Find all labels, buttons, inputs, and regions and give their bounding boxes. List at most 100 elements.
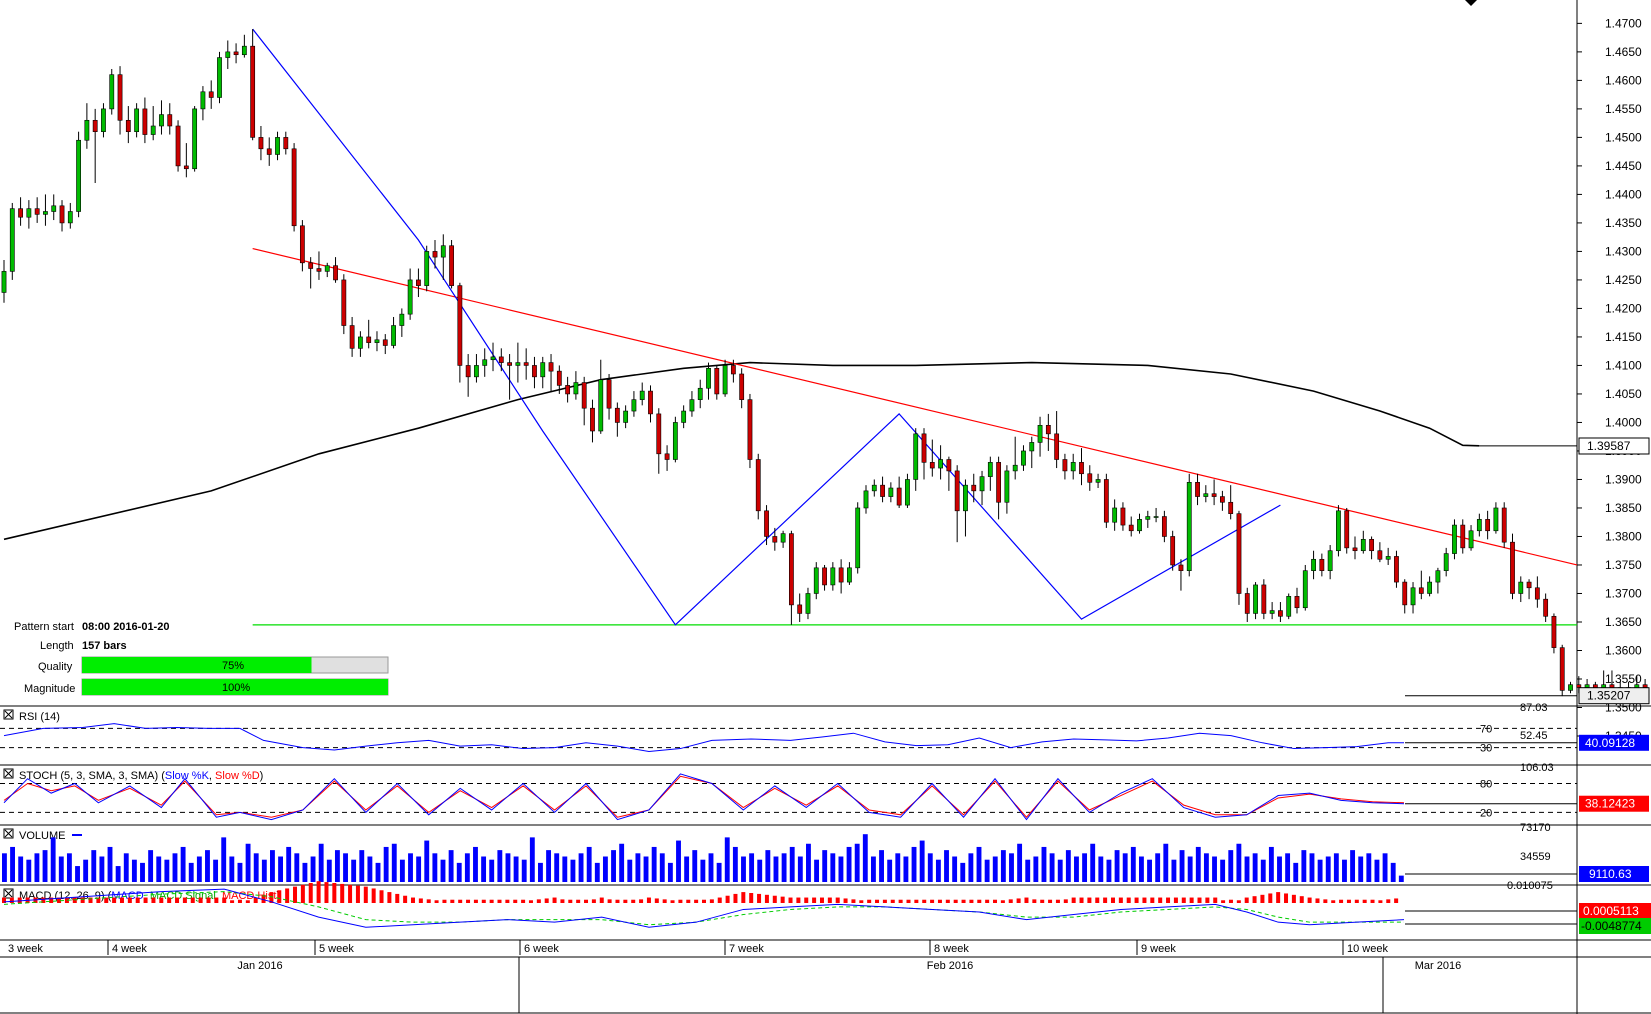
volume-bar (213, 859, 219, 882)
macd-hist-bar (159, 897, 164, 903)
candle-bull (490, 356, 496, 361)
candle-bear (117, 74, 123, 121)
candle-bull (324, 265, 330, 272)
magnitude-label: Magnitude (24, 683, 75, 695)
macd-hist-bar (709, 899, 714, 903)
candle-bull (26, 208, 32, 218)
macd-hist-bar (851, 899, 856, 903)
price-tick-label: 1.4150 (1605, 330, 1642, 344)
volume-bar (1398, 875, 1404, 882)
macd-hist-bar (906, 899, 911, 903)
candle-bull (888, 487, 894, 497)
volume-bar (1333, 853, 1339, 882)
macd-hist-bar (819, 897, 824, 903)
volume-bar (237, 862, 243, 882)
macd-hist-bar (1000, 900, 1005, 903)
volume-bar (708, 853, 714, 882)
macd-hist-bar (521, 899, 526, 903)
volume-bar (870, 856, 876, 882)
macd-hist-bar (930, 899, 935, 903)
volume-bar (1000, 850, 1006, 882)
volume-bar (1041, 846, 1047, 882)
price-tick-label: 1.4100 (1605, 358, 1642, 372)
macd-hist-bar (57, 897, 62, 903)
macd-hist-bar (599, 897, 604, 903)
macd-hist-bar (694, 899, 699, 903)
candle-bear (432, 251, 438, 258)
macd-hist-bar (285, 888, 290, 903)
macd-hist-bar (9, 897, 14, 903)
macd-hist-bar (1071, 897, 1076, 903)
volume-bar (1228, 850, 1234, 882)
volume-bar (424, 840, 430, 882)
candle-bear (308, 262, 314, 269)
macd-hist-bar (1307, 897, 1312, 903)
macd-signal-line (3, 891, 1404, 926)
volume-bar (1106, 859, 1112, 882)
candle-bear (838, 567, 844, 583)
macd-hist-bar (324, 882, 329, 903)
candle-bear (1576, 684, 1582, 688)
rsi-line (3, 723, 1404, 752)
candle-bull (979, 476, 985, 492)
volume-bar (895, 853, 901, 882)
macd-hist-bar (269, 892, 274, 903)
macd-hist-bar (1244, 897, 1249, 903)
time-axis: 3 week 4 week 5 week 6 week 7 week 8 week 9 we… (0, 939, 1651, 1014)
candle-bull (1004, 470, 1010, 503)
volume-bar (830, 853, 836, 882)
pattern-start-label: Pattern start (14, 621, 74, 633)
candle-bull (43, 211, 48, 215)
macd-hist-bar (1291, 894, 1296, 903)
candle-bull (374, 339, 380, 343)
macd-hist-bar (1126, 897, 1131, 903)
volume-bar (976, 846, 982, 882)
macd-tag2-box (1579, 918, 1651, 934)
price-tick-label: 1.3550 (1605, 672, 1642, 686)
candle-bear (565, 385, 571, 395)
volume-bar (684, 856, 690, 882)
candle-bear (258, 137, 264, 150)
volume-bar (294, 853, 300, 882)
candle-bull (706, 367, 711, 389)
candle-bull (1385, 556, 1391, 560)
volume-bar (83, 859, 89, 882)
macd-tag-2: -0.0048774 (1581, 919, 1642, 933)
candle-bull (1302, 570, 1308, 609)
macd-hist-bar (1228, 899, 1233, 903)
macd-hist-bar (167, 897, 172, 903)
candle-bear (1120, 507, 1126, 526)
macd-hist-bar (544, 898, 549, 903)
month-label: Feb 2016 (927, 960, 973, 972)
volume-bar (343, 853, 348, 882)
macd-hist-bar (639, 899, 644, 903)
volume-bar (26, 859, 32, 882)
rsi-label: RSI (14) (19, 711, 60, 723)
candle-bear (921, 433, 927, 463)
macd-hist-bar (1252, 896, 1257, 903)
stoch-label: STOCH (5, 3, SMA, 3, SMA) (Slow %K, Slow… (19, 770, 263, 782)
candle-bear (382, 339, 388, 346)
volume-bar (172, 853, 178, 882)
candle-bear (266, 148, 272, 155)
volume-bar (529, 837, 535, 882)
macd-hist-bar (1110, 897, 1115, 903)
candle-bull (1186, 482, 1192, 571)
candle-bear (291, 148, 297, 227)
candle-bear (92, 119, 98, 132)
volume-bar (1017, 843, 1023, 882)
macd-hist-bar (953, 899, 958, 903)
macd-hist-bar (316, 881, 321, 903)
candle-bear (175, 125, 181, 167)
volume-bar (1114, 850, 1120, 882)
macd-hist-bar (190, 897, 195, 903)
price-tick-label: 1.4500 (1605, 130, 1642, 144)
volume-bar (302, 862, 308, 882)
macd-hist-bar (623, 899, 628, 903)
stoch-k-line (3, 773, 1405, 821)
week-label: 5 week (319, 943, 354, 955)
macd-hist-bar (945, 899, 950, 903)
macd-hist-bar (1221, 900, 1226, 903)
macd-hist-bar (214, 897, 219, 903)
volume-bar (700, 859, 706, 882)
